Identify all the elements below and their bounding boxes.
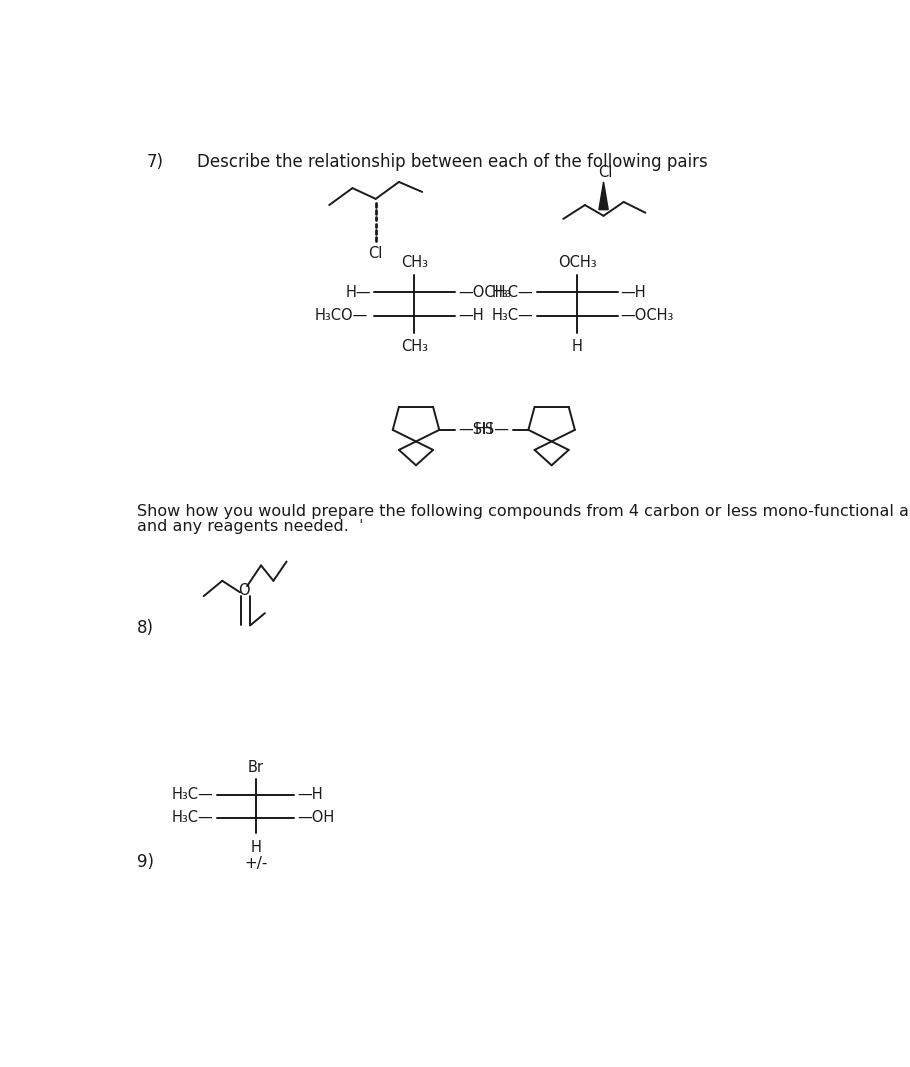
Text: Describe the relationship between each of the following pairs: Describe the relationship between each o… bbox=[197, 154, 708, 172]
Text: —OCH₃: —OCH₃ bbox=[621, 308, 674, 323]
Text: CI: CI bbox=[369, 245, 383, 260]
Text: H: H bbox=[571, 339, 582, 354]
Text: OCH₃: OCH₃ bbox=[558, 255, 597, 271]
Text: +/-: +/- bbox=[244, 857, 268, 872]
Text: H₃C—: H₃C— bbox=[172, 811, 214, 826]
Text: H: H bbox=[250, 840, 261, 855]
Text: —OCH₃: —OCH₃ bbox=[458, 285, 511, 300]
Text: —SH: —SH bbox=[458, 423, 493, 437]
Text: H—: H— bbox=[346, 285, 371, 300]
Text: CH₃: CH₃ bbox=[401, 339, 428, 354]
Polygon shape bbox=[599, 182, 608, 209]
Text: CH₃: CH₃ bbox=[401, 255, 428, 271]
Text: 7): 7) bbox=[147, 154, 164, 172]
Text: and any reagents needed.  ˈ: and any reagents needed. ˈ bbox=[137, 520, 363, 535]
Text: O: O bbox=[238, 584, 249, 599]
Text: H₃C—: H₃C— bbox=[172, 787, 214, 802]
Text: H₃C—: H₃C— bbox=[492, 285, 534, 300]
Text: Br: Br bbox=[248, 760, 264, 775]
Text: HS—: HS— bbox=[475, 423, 510, 437]
Text: CI: CI bbox=[598, 165, 612, 180]
Text: —H: —H bbox=[298, 787, 323, 802]
Text: —OH: —OH bbox=[298, 811, 335, 826]
Text: 9): 9) bbox=[137, 854, 154, 872]
Text: H₃CO—: H₃CO— bbox=[315, 308, 368, 323]
Text: Show how you would prepare the following compounds from 4 carbon or less mono-fu: Show how you would prepare the following… bbox=[137, 504, 910, 519]
Text: —H: —H bbox=[621, 285, 646, 300]
Text: H₃C—: H₃C— bbox=[492, 308, 534, 323]
Text: —H: —H bbox=[458, 308, 483, 323]
Text: 8): 8) bbox=[137, 619, 154, 637]
